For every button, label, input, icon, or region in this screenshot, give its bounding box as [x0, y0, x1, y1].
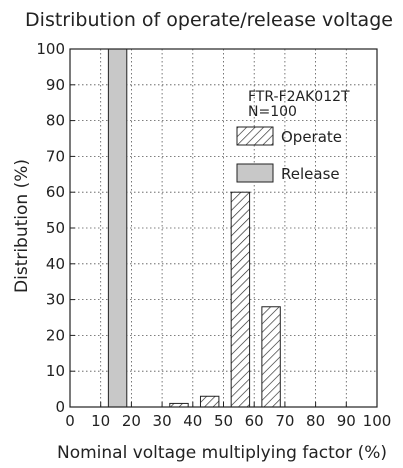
- x-tick-label: 20: [122, 412, 141, 430]
- y-tick-label: 10: [46, 362, 65, 380]
- x-tick-label: 100: [363, 412, 392, 430]
- bar-group: [107, 48, 281, 408]
- x-tick-label: 60: [245, 412, 264, 430]
- sample-size-label: N=100: [248, 104, 297, 120]
- x-tick-label: 90: [337, 412, 356, 430]
- y-tick-label: 40: [46, 255, 65, 273]
- y-tick-label: 90: [46, 76, 65, 94]
- x-tick-label: 80: [306, 412, 325, 430]
- axis-ticks: 0 10 20 30 40 50 60 70 80 90 100 0 10 20 30 40 50 60 70 80 9…: [36, 40, 391, 430]
- x-tick-label: 30: [153, 412, 172, 430]
- y-tick-label: 30: [46, 291, 65, 309]
- legend-label-release: Release: [281, 165, 340, 183]
- operate-bar: [261, 306, 281, 408]
- release-bar: [107, 48, 128, 408]
- y-tick-label: 60: [46, 183, 65, 201]
- part-number-label: FTR-F2AK012T: [248, 89, 350, 105]
- y-tick-label: 100: [36, 40, 65, 58]
- operate-bar: [199, 395, 220, 408]
- y-tick-label: 20: [46, 326, 65, 344]
- chart-title: Distribution of operate/release voltage: [25, 9, 393, 31]
- x-tick-label: 70: [275, 412, 294, 430]
- operate-bar: [230, 191, 251, 408]
- y-axis-label: Distribution (%): [12, 159, 32, 293]
- x-tick-label: 50: [214, 412, 233, 430]
- x-axis-label: Nominal voltage multiplying factor (%): [57, 443, 387, 463]
- legend-label-operate: Operate: [281, 128, 342, 146]
- x-tick-label: 0: [65, 412, 75, 430]
- sample-annotation: FTR-F2AK012T N=100: [248, 89, 350, 120]
- legend-swatch-operate: [236, 126, 274, 146]
- y-tick-label: 70: [46, 147, 65, 165]
- x-tick-label: 10: [91, 412, 110, 430]
- legend-swatch-release: [236, 163, 274, 183]
- y-tick-label: 0: [55, 398, 65, 416]
- y-tick-label: 80: [46, 112, 65, 130]
- x-tick-label: 40: [183, 412, 202, 430]
- legend: Operate Release: [236, 126, 342, 183]
- y-tick-label: 50: [46, 219, 65, 237]
